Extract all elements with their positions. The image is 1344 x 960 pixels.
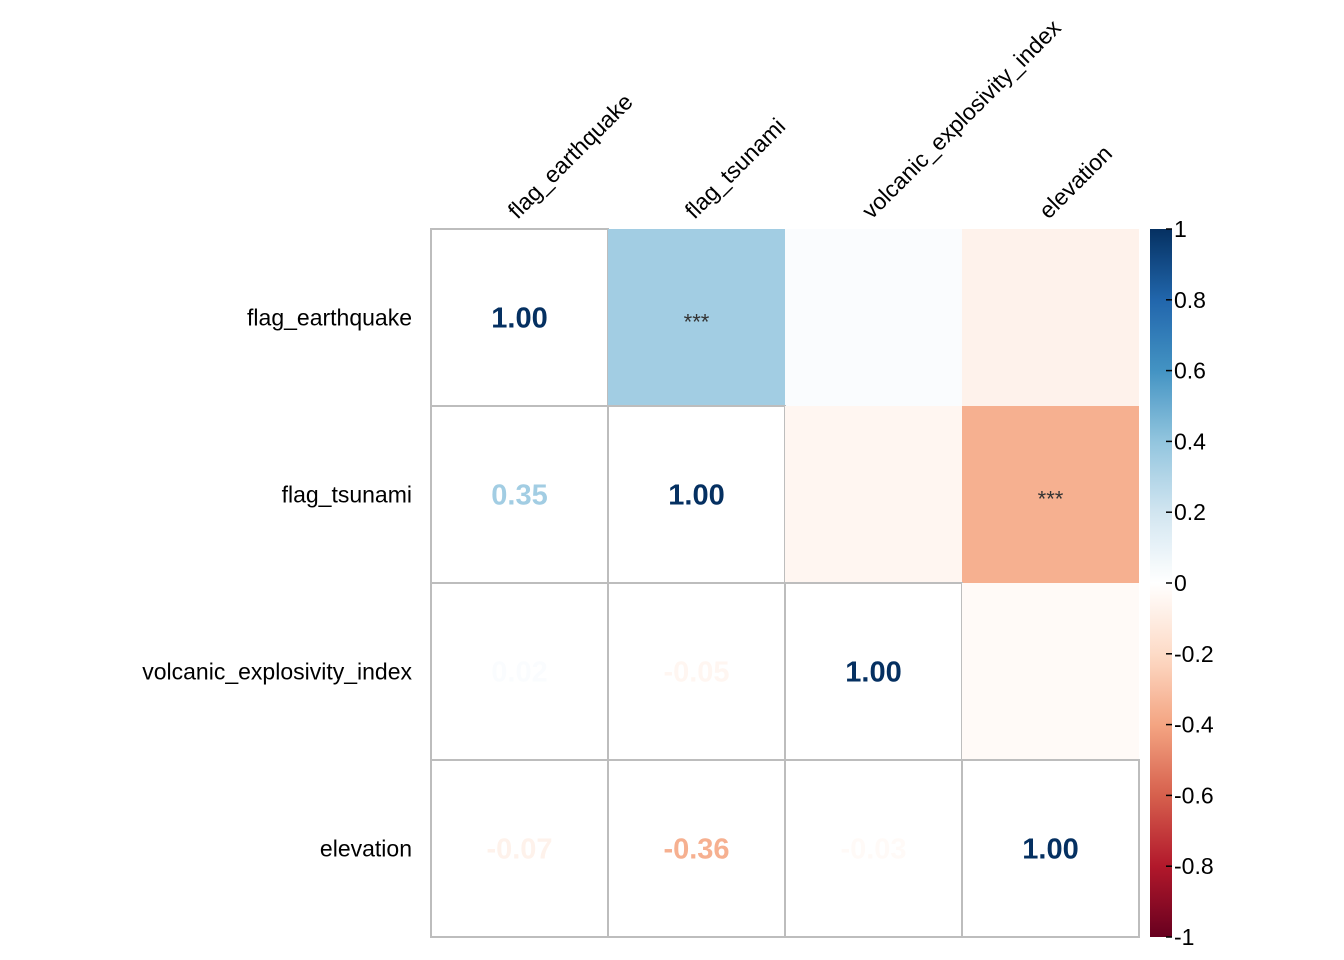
correlation-value: 1.00 xyxy=(491,303,547,335)
correlation-value: 0.02 xyxy=(491,657,547,689)
column-labels: flag_earthquake flag_tsunami volcanic_expl… xyxy=(503,14,1117,223)
heatmap-cell-lower-1-0 xyxy=(430,405,609,584)
heatmap-cells xyxy=(430,228,1140,938)
heatmap-cell-lower-3-0 xyxy=(430,759,609,938)
significance-label: *** xyxy=(1038,487,1064,512)
heatmap-cell-lower-0-0 xyxy=(430,228,609,407)
row-label: volcanic_explosivity_index xyxy=(142,659,412,685)
correlation-value: -0.36 xyxy=(663,834,729,866)
colorbar-gradient xyxy=(1150,229,1172,937)
colorbar-tick-label: 0 xyxy=(1174,570,1187,596)
column-label: flag_earthquake xyxy=(503,89,638,224)
heatmap-cell-upper-0-1 xyxy=(608,229,785,406)
column-label: elevation xyxy=(1034,140,1117,223)
colorbar-tick-label: -0.8 xyxy=(1174,853,1214,879)
correlation-value: 1.00 xyxy=(845,657,901,689)
colorbar-tick-label: 0.4 xyxy=(1174,428,1206,454)
heatmap-cell-upper-0-2 xyxy=(785,229,962,406)
heatmap-cell-lower-2-2 xyxy=(784,582,963,761)
heatmap-cell-upper-0-3 xyxy=(962,229,1139,406)
heatmap-cell-lower-1-1 xyxy=(607,405,786,584)
colorbar-tick-label: -0.4 xyxy=(1174,712,1214,738)
correlation-value: -0.05 xyxy=(663,657,729,689)
correlation-value: 1.00 xyxy=(1022,834,1078,866)
colorbar-tick-label: 0.2 xyxy=(1174,499,1206,525)
colorbar-tick-label: 0.6 xyxy=(1174,358,1206,384)
correlation-value: 1.00 xyxy=(668,480,724,512)
heatmap-cell-lower-3-1 xyxy=(607,759,786,938)
heatmap-cell-lower-2-1 xyxy=(607,582,786,761)
colorbar-tick-label: -0.6 xyxy=(1174,782,1214,808)
heatmap-cell-lower-3-3 xyxy=(961,759,1140,938)
colorbar-tick-label: 0.8 xyxy=(1174,287,1206,313)
correlation-value: -0.07 xyxy=(486,834,552,866)
heatmap-cell-upper-1-3 xyxy=(962,406,1139,583)
significance-label: *** xyxy=(684,310,710,335)
heatmap-cell-lower-2-0 xyxy=(430,582,609,761)
row-label: flag_tsunami xyxy=(282,482,412,508)
colorbar-tick-label: -1 xyxy=(1174,924,1194,950)
correlation-value: -0.03 xyxy=(840,834,906,866)
colorbar: 1 0.8 0.6 0.4 0.2 0 -0.2 -0.4 -0.6 -0.8 -1 xyxy=(1150,216,1214,950)
colorbar-tick-label: -0.2 xyxy=(1174,641,1214,667)
heatmap-cell-upper-1-2 xyxy=(785,406,962,583)
colorbar-tick-label: 1 xyxy=(1174,216,1187,242)
heatmap-cell-upper-2-3 xyxy=(962,583,1139,760)
row-label: flag_earthquake xyxy=(247,305,412,331)
column-label: volcanic_explosivity_index xyxy=(857,14,1066,223)
column-label: flag_tsunami xyxy=(680,113,791,224)
heatmap-cell-lower-3-2 xyxy=(784,759,963,938)
heatmap-cell-labels: 1.00 *** 0.35 1.00 *** 0.02 -0.05 1.00 -0.07 -0.3… xyxy=(486,303,1078,866)
row-labels: flag_earthquake flag_tsunami volcanic_expl… xyxy=(142,305,412,862)
row-label: elevation xyxy=(320,836,412,862)
correlation-value: 0.35 xyxy=(491,480,547,512)
